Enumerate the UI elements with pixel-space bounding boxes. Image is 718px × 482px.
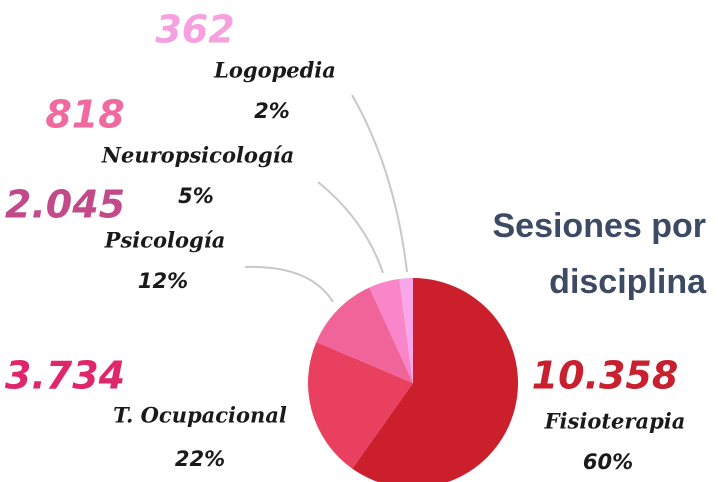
pie-slice [352, 278, 518, 482]
percent-label: 2% [254, 99, 290, 123]
percent-label: 60% [583, 450, 633, 474]
category-label: Neuropsicología [101, 143, 294, 168]
pie-slice [369, 278, 413, 383]
leader-line [244, 265, 334, 303]
value-label: 10.358 [532, 354, 679, 398]
value-label: 2.045 [5, 183, 125, 227]
leader-line [351, 94, 408, 273]
category-label: Psicología [104, 228, 226, 253]
pie-slice [399, 278, 413, 383]
category-label: T. Ocupacional [113, 403, 287, 428]
chart-title: Sesiones por disciplina [492, 207, 706, 301]
category-label: Fisioterapia [544, 409, 686, 434]
percent-label: 12% [138, 269, 188, 293]
leader-line [317, 181, 384, 274]
leader-lines [244, 94, 408, 303]
value-label: 3.734 [5, 354, 125, 398]
pie-slice [308, 342, 413, 469]
value-label: 818 [45, 93, 124, 137]
value-label: 362 [155, 8, 234, 52]
category-label: Logopedia [213, 58, 336, 83]
percent-label: 22% [175, 447, 225, 471]
percent-label: 5% [178, 184, 214, 208]
pie-slice [316, 287, 413, 383]
